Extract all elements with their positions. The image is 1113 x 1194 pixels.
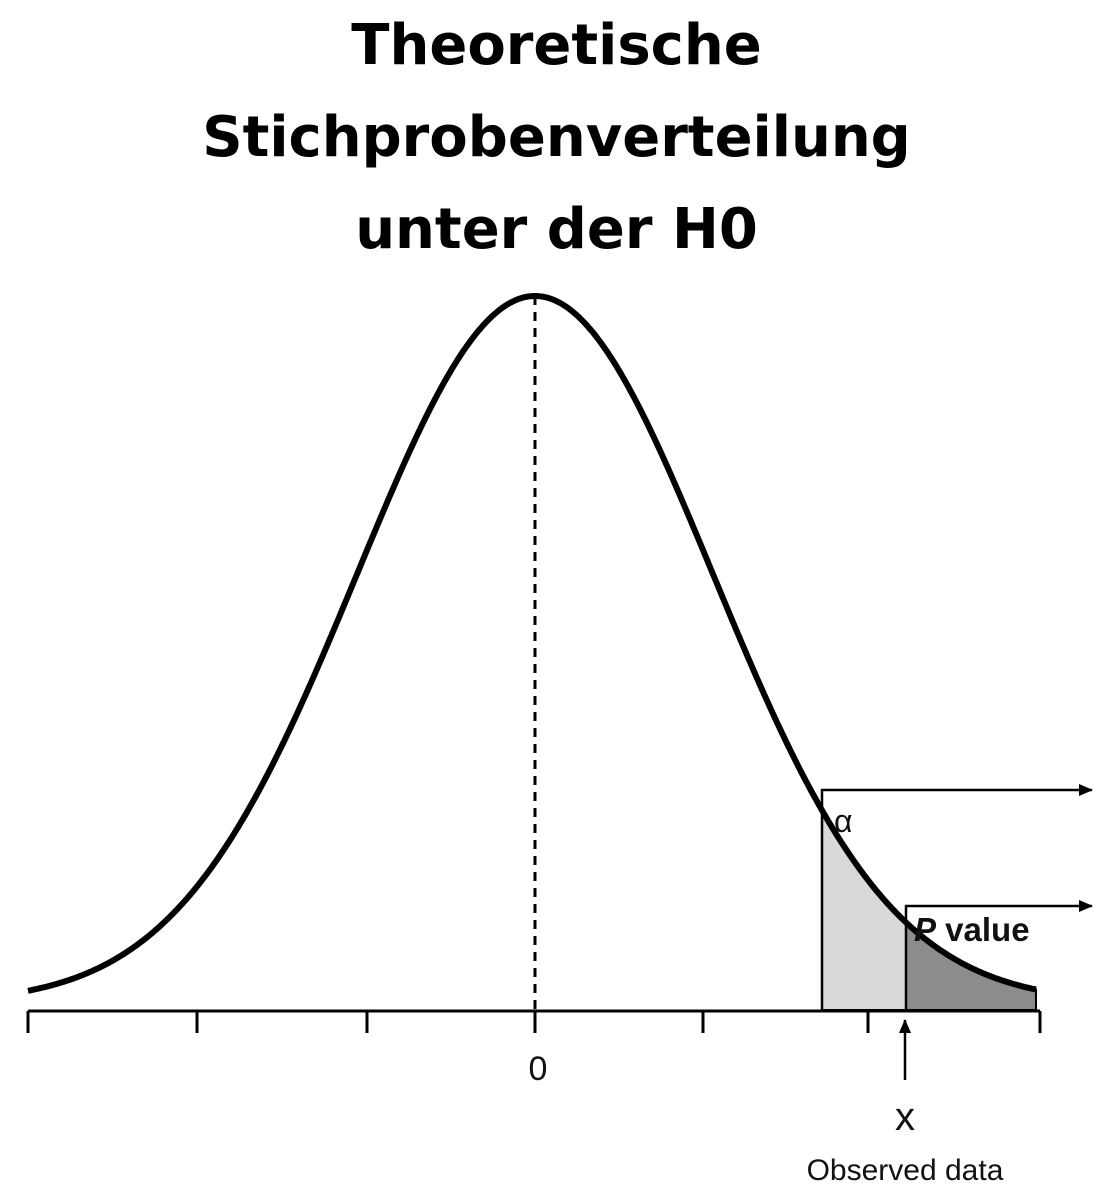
p-value-label-rest: value [936, 911, 1030, 948]
slide-title: Theoretische Stichprobenverteilung unter… [0, 0, 1113, 276]
p-value-label-p: P [914, 911, 937, 948]
title-line-1: Theoretische [351, 13, 762, 78]
p-value-bracket [904, 900, 1093, 1010]
zero-tick-label: 0 [529, 1050, 548, 1088]
title-line-2: Stichprobenverteilung [202, 105, 911, 170]
observed-data-caption: Observed data [807, 1154, 1004, 1187]
alpha-bracket [820, 784, 1093, 1010]
alpha-label: α [834, 803, 853, 839]
normal-curve [27, 293, 1037, 994]
title-line-3: unter der H0 [355, 197, 758, 262]
observed-x-label: x [895, 1095, 915, 1139]
x-axis-ticks [26, 1011, 1042, 1033]
p-value-label: P value [914, 911, 1030, 948]
